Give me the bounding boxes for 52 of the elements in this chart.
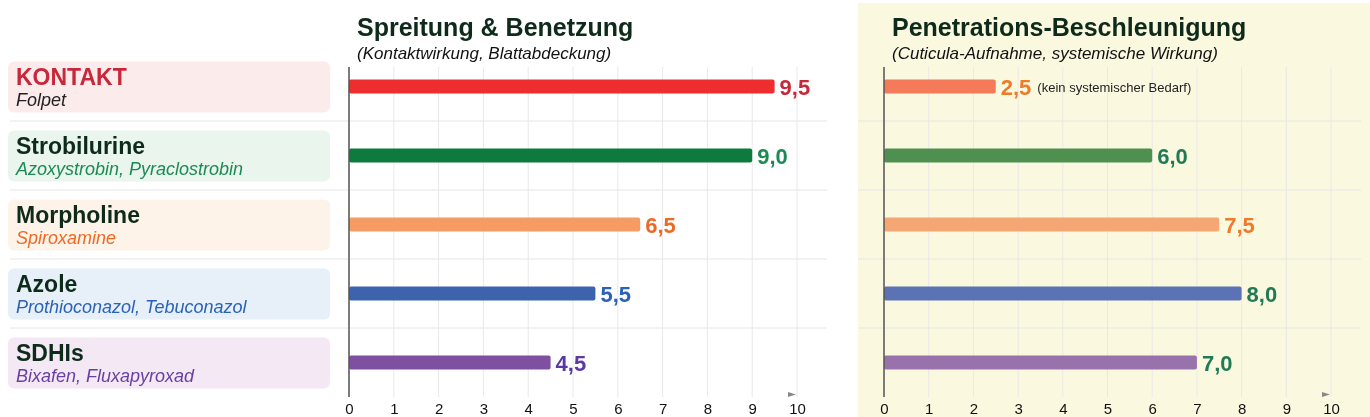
bar [349,286,596,301]
x-tick-label: 10 [1323,399,1340,417]
data-label: 7,5 [1224,212,1255,238]
data-label: 5,5 [600,281,631,307]
chart-subtitle: (Cuticula-Aufnahme, systemische Wirkung) [892,44,1218,63]
bar [884,355,1197,370]
bar [884,79,996,94]
x-tick-label: 5 [1103,399,1113,417]
x-tick-label: 8 [703,399,713,417]
chart-title: Spreitung & Benetzung [357,13,634,41]
data-label: 2,5 [1000,74,1032,100]
data-label: 4,5 [555,350,587,376]
data-label: 7,0 [1201,350,1233,376]
x-tick-label: 1 [390,399,399,417]
x-tick-label: 6 [614,399,623,417]
x-tick-label: 2 [969,399,979,417]
x-tick-label: 6 [1148,399,1157,417]
y-tick-label: KONTAKT Folpet [16,63,127,110]
x-tick-label: 7 [1193,399,1202,417]
bar [884,286,1242,301]
chart-title: Penetrations-Beschleunigung [892,13,1247,41]
bar [349,148,753,163]
data-label: 8,0 [1246,281,1278,307]
x-tick-label: 1 [925,399,934,417]
x-tick-label: 8 [1237,399,1247,417]
x-tick-label: 4 [524,399,533,417]
annotation: (kein systemischer Bedarf) [1037,79,1192,95]
x-tick-label: 3 [479,399,489,417]
x-tick-label: 9 [748,399,757,417]
y-tick-label: SDHIs Bixafen, Fluxapyroxad [16,339,196,386]
x-tick-label: 10 [789,399,806,417]
data-label: 6,5 [645,212,676,238]
x-tick-label: 5 [569,399,578,417]
x-tick-label: 3 [1014,399,1023,417]
y-tick-label: Morpholine Spiroxamine [16,201,140,248]
data-label: 6,0 [1157,143,1188,169]
x-tick-label: 0 [880,399,889,417]
data-label: 9,0 [757,143,788,169]
bar [884,148,1153,163]
bar [349,79,775,94]
x-tick-label: 7 [658,399,668,417]
bar [884,217,1220,232]
x-tick-label: 9 [1282,399,1291,417]
x-tick-label: 0 [345,399,354,417]
y-tick-label: Strobilurine Azoxystrobin, Pyraclostrobin [15,132,244,179]
bar [349,355,551,370]
x-tick-label: 4 [1059,399,1068,417]
chart-subtitle: (Kontaktwirkung, Blattabdeckung) [357,44,612,63]
data-label: 9,5 [779,74,811,100]
x-tick-label: 2 [434,399,444,417]
y-tick-label: Azole Prothioconazol, Tebuconazol [16,270,248,317]
bar [349,217,641,232]
